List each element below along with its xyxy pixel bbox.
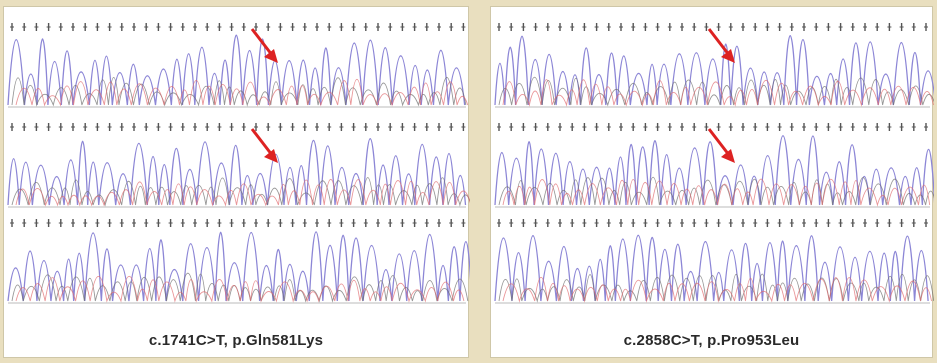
base-call-ticks bbox=[497, 23, 928, 31]
base-call-ticks bbox=[497, 123, 928, 131]
base-call-ticks bbox=[10, 123, 466, 131]
chromatogram-panel-left: c.1741C>T, p.Gln581Lys bbox=[3, 6, 470, 358]
variant-caption-left: c.1741C>T, p.Gln581Lys bbox=[148, 332, 324, 349]
chromatogram-trace bbox=[11, 273, 469, 303]
chromatogram-trace bbox=[502, 79, 934, 107]
mutation-arrow-icon bbox=[250, 128, 278, 163]
chromatogram-traces-left bbox=[7, 23, 470, 304]
mutation-arrow-icon bbox=[707, 28, 735, 63]
chromatogram-trace bbox=[498, 77, 934, 107]
chromatogram-trace bbox=[494, 35, 934, 106]
base-call-ticks bbox=[497, 219, 928, 227]
mutation-arrow-icon bbox=[707, 128, 735, 163]
chromatogram-trace bbox=[15, 179, 470, 207]
base-call-ticks bbox=[10, 23, 466, 31]
base-call-ticks bbox=[10, 219, 466, 227]
chromatogram-trace bbox=[7, 138, 467, 206]
chromatogram-trace bbox=[7, 231, 470, 302]
variant-caption-right: c.2858C>T, p.Pro953Leu bbox=[623, 332, 800, 349]
chromatogram-panel-right: c.2858C>T, p.Pro953Leu bbox=[490, 6, 934, 358]
chromatogram-trace bbox=[11, 77, 467, 107]
chromatogram-trace bbox=[15, 276, 465, 303]
chromatogram-trace bbox=[15, 79, 469, 107]
chromatogram-trace bbox=[498, 273, 934, 303]
chromatogram-traces-right bbox=[494, 23, 934, 304]
chromatogram-trace bbox=[11, 177, 470, 207]
chromatogram-trace bbox=[502, 178, 931, 207]
chromatogram-trace bbox=[502, 277, 932, 303]
chromatogram-trace bbox=[494, 234, 929, 302]
chromatogram-trace bbox=[7, 34, 466, 106]
mutation-arrow-icon bbox=[250, 28, 278, 63]
